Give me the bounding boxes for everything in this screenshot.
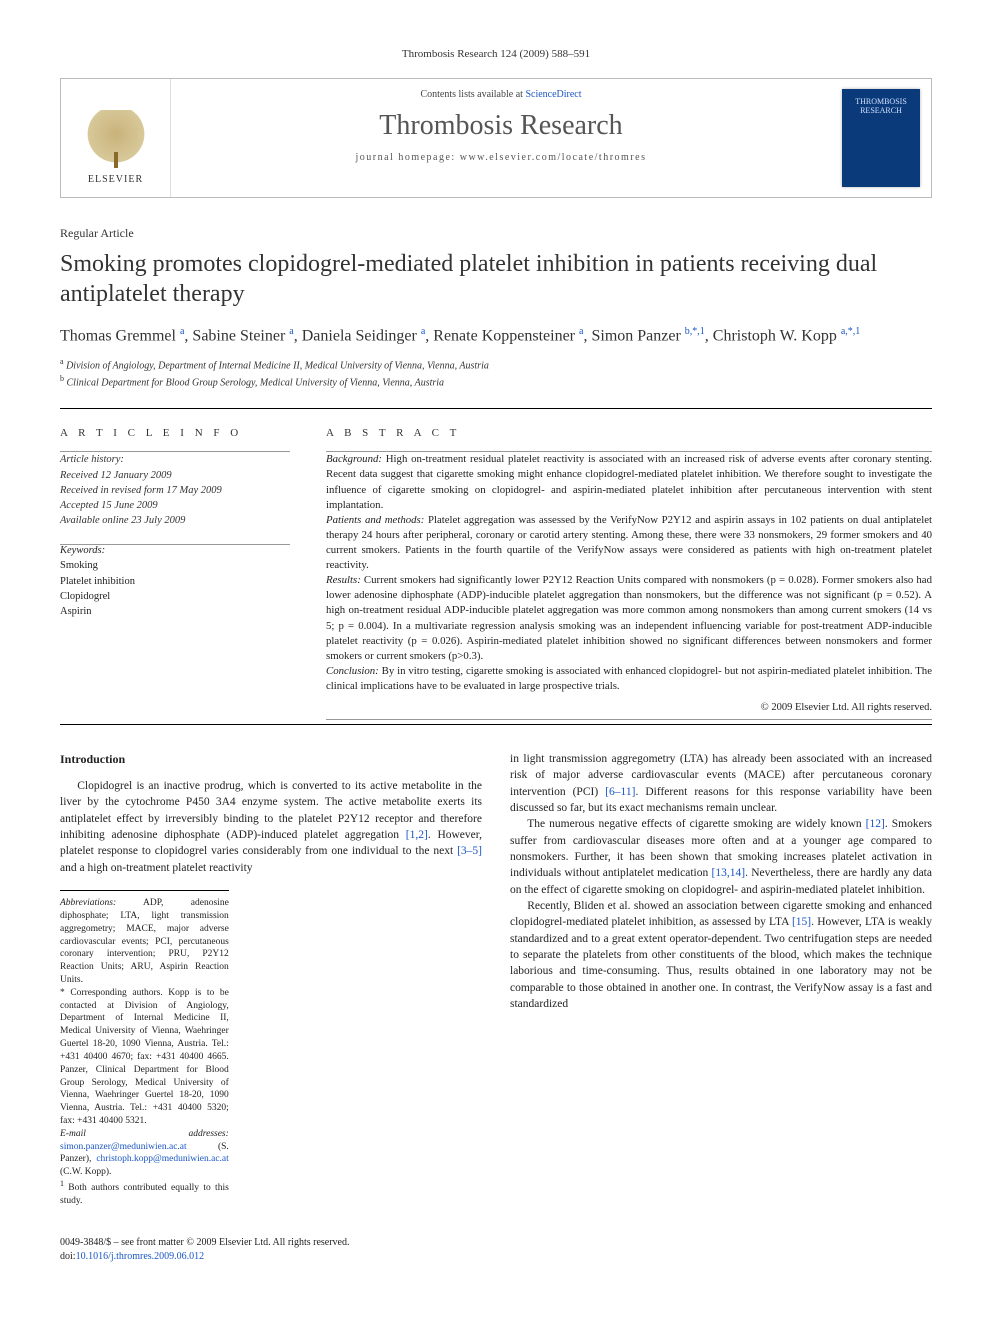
article-title: Smoking promotes clopidogrel-mediated pl… [60,249,932,309]
doi-label: doi: [60,1251,76,1262]
abs-conclusion-label: Conclusion: [326,665,379,677]
keyword-item: Platelet inhibition [60,574,290,589]
abbr-label: Abbreviations: [60,898,116,908]
elsevier-logo: ELSEVIER [86,110,146,185]
body-text: Introduction Clopidogrel is an inactive … [60,751,932,1208]
history-accepted: Accepted 15 June 2009 [60,498,290,513]
running-head: Thrombosis Research 124 (2009) 588–591 [60,48,932,60]
abstract-heading: A B S T R A C T [326,427,932,439]
affiliation-a: Division of Angiology, Department of Int… [66,360,489,371]
article-type: Regular Article [60,226,932,241]
homepage-url: www.elsevier.com/locate/thromres [460,152,647,163]
front-matter-line: 0049-3848/$ – see front matter © 2009 El… [60,1236,932,1250]
keywords-list: SmokingPlatelet inhibitionClopidogrelAsp… [60,558,290,619]
email-panzer-link[interactable]: simon.panzer@meduniwien.ac.at [60,1142,187,1152]
body-p4b: . However, LTA is weakly standardized an… [510,916,932,1010]
abs-conclusion: By in vitro testing, cigarette smoking i… [326,665,932,692]
ref-3-5-link[interactable]: [3–5] [457,845,482,857]
ref-6-11-link[interactable]: [6–11] [605,786,635,798]
email-label: E-mail addresses: [60,1129,229,1139]
sciencedirect-link[interactable]: ScienceDirect [525,89,581,100]
journal-cover-thumb: THROMBOSIS RESEARCH [842,89,920,187]
corr-text: Kopp is to be contacted at Division of A… [60,988,229,1126]
history-label: Article history: [60,452,290,467]
elsevier-tree-icon [86,110,146,170]
keyword-item: Clopidogrel [60,589,290,604]
ref-12-link[interactable]: [12] [866,818,885,830]
intro-p1c: and a high on-treatment platelet reactiv… [60,862,253,874]
abstract-copyright: © 2009 Elsevier Ltd. All rights reserved… [326,702,932,713]
equal-contrib-note: Both authors contributed equally to this… [60,1183,229,1206]
ref-15-link[interactable]: [15] [792,916,811,928]
publisher-logo-cell: ELSEVIER [61,79,171,197]
abs-results-label: Results: [326,574,361,586]
abstract-body: Background: High on-treatment residual p… [326,452,932,694]
journal-name: Thrombosis Research [183,110,819,142]
abbr-text: ADP, adenosine diphosphate; LTA, light t… [60,898,229,985]
history-received: Received 12 January 2009 [60,468,290,483]
ref-1-2-link[interactable]: [1,2] [406,829,428,841]
homepage-label: journal homepage: [356,152,460,163]
abs-background-label: Background: [326,453,382,465]
journal-header: ELSEVIER Contents lists available at Sci… [60,78,932,198]
history-online: Available online 23 July 2009 [60,513,290,528]
keyword-item: Smoking [60,558,290,573]
abstract-column: A B S T R A C T Background: High on-trea… [326,413,932,720]
article-history: Article history: Received 12 January 200… [60,452,290,528]
history-revised: Received in revised form 17 May 2009 [60,483,290,498]
author-list: Thomas Gremmel a, Sabine Steiner a, Dani… [60,325,932,348]
email-kopp-link[interactable]: christoph.kopp@meduniwien.ac.at [96,1154,228,1164]
article-info-column: A R T I C L E I N F O Article history: R… [60,413,290,720]
doi-link[interactable]: 10.1016/j.thromres.2009.06.012 [76,1251,205,1262]
affiliation-b: Clinical Department for Blood Group Sero… [67,377,445,388]
ref-13-14-link[interactable]: [13,14] [712,867,746,879]
contents-line: Contents lists available at ScienceDirec… [183,89,819,100]
intro-heading: Introduction [60,751,482,768]
doi-block: 0049-3848/$ – see front matter © 2009 El… [60,1236,932,1264]
rule-above-info [60,408,932,409]
cover-cell: THROMBOSIS RESEARCH [831,79,931,197]
publisher-name: ELSEVIER [86,174,146,185]
article-info-heading: A R T I C L E I N F O [60,427,290,439]
email-kopp-who: (C.W. Kopp). [60,1167,111,1177]
keyword-item: Aspirin [60,604,290,619]
abs-results: Current smokers had significantly lower … [326,574,932,662]
journal-header-center: Contents lists available at ScienceDirec… [171,79,831,197]
affiliations: a Division of Angiology, Department of I… [60,356,932,391]
footnotes-block: Abbreviations: ADP, adenosine diphosphat… [60,890,229,1208]
abs-methods-label: Patients and methods: [326,514,424,526]
homepage-line: journal homepage: www.elsevier.com/locat… [183,152,819,163]
abs-background: High on-treatment residual platelet reac… [326,453,932,510]
corr-label: * Corresponding authors. [60,988,163,998]
rule-below-abstract [60,724,932,725]
keywords-label: Keywords: [60,545,290,556]
contents-prefix: Contents lists available at [420,89,525,100]
body-p3a: The numerous negative effects of cigaret… [527,818,865,830]
